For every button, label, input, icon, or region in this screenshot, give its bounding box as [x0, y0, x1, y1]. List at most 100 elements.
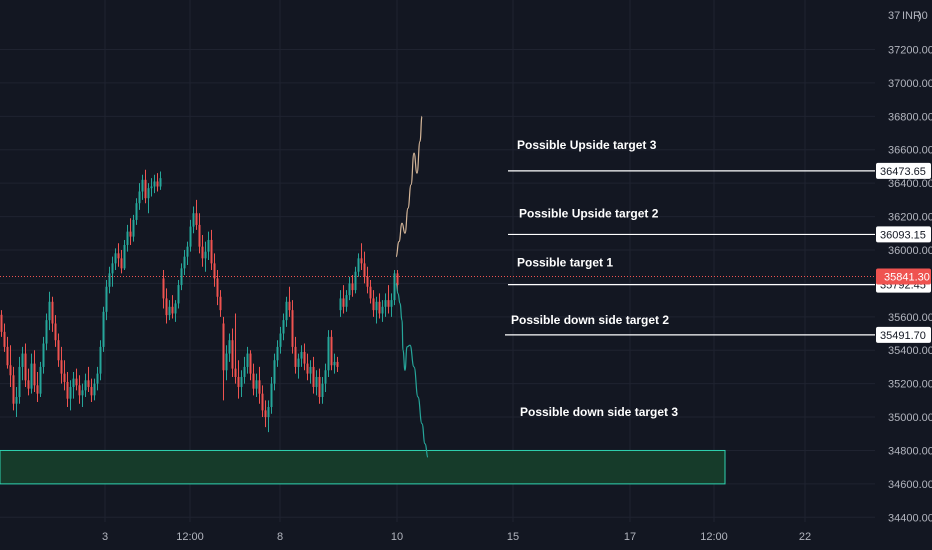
candle-body [21, 353, 24, 367]
projection-up-path[interactable] [395, 115, 423, 258]
candle-body [159, 178, 162, 187]
candle-body [123, 244, 126, 269]
candle-body [162, 278, 165, 299]
candle-body [255, 380, 258, 389]
time-tick-label: 22 [799, 531, 811, 543]
candle-body [324, 370, 327, 384]
candle-body [333, 361, 336, 366]
candle-body [276, 346, 279, 361]
candle-body [264, 410, 267, 418]
candle-body [309, 366, 312, 374]
candle-body [3, 331, 6, 347]
candle-body [198, 224, 201, 247]
candle-body [306, 363, 309, 374]
candle-body [174, 303, 177, 314]
candle-body [114, 253, 117, 264]
candle-body [30, 363, 33, 389]
candle-body [6, 346, 9, 366]
target-label: Possible target 1 [517, 256, 613, 270]
candle-body [60, 360, 63, 374]
last-price-tag: 35841.30 [876, 268, 931, 285]
candle-body [369, 286, 372, 299]
candle-body [180, 268, 183, 286]
candle-body [300, 351, 303, 359]
candle-body [321, 383, 324, 398]
candle-body [273, 360, 276, 384]
candle-body [72, 378, 75, 387]
candle-body [36, 385, 39, 394]
candle-body [294, 346, 297, 367]
candle-body [207, 239, 210, 252]
candle-body [42, 343, 45, 367]
candle-body [342, 298, 345, 307]
candle-body [282, 320, 285, 334]
candle-body [0, 314, 3, 332]
candle-body [357, 258, 360, 272]
candle-body [396, 273, 399, 286]
candle-body [393, 273, 396, 301]
candle-body [18, 366, 21, 398]
candle-body [105, 286, 108, 312]
target-tag-value: 35491.70 [880, 330, 926, 342]
candle-body [339, 298, 342, 311]
candle-body [375, 301, 378, 311]
candle-body [33, 363, 36, 386]
candle-body [285, 301, 288, 321]
candle-body [348, 283, 351, 296]
candle-body [378, 301, 381, 314]
target-tag-bg [876, 162, 931, 179]
target-label: Possible Upside target 3 [517, 138, 657, 152]
candle-body [360, 258, 363, 264]
price-tick-label: 35600.00 [888, 312, 932, 324]
candle-body [144, 179, 147, 199]
candle-body [39, 366, 42, 394]
candle-body [243, 366, 246, 377]
candle-body [390, 300, 393, 307]
price-tick-label: 35400.00 [888, 345, 932, 357]
candle-body [93, 383, 96, 396]
target-tag-value: 36093.15 [880, 229, 926, 241]
price-tick-label: 36200.00 [888, 212, 932, 224]
time-axis[interactable] [0, 522, 875, 550]
candle-body [138, 191, 141, 204]
time-tick-label: 17 [624, 531, 636, 543]
candle-body [288, 301, 291, 311]
demand-zone[interactable] [0, 449, 726, 485]
candle-body [351, 283, 354, 291]
candle-body [258, 380, 261, 394]
price-tick-label: 36000.00 [888, 245, 932, 257]
candle-body [57, 340, 60, 361]
candle-body [153, 181, 156, 187]
candle-body [51, 301, 54, 324]
candle-body [9, 365, 12, 376]
candle-body [231, 340, 234, 369]
candle-body [363, 263, 366, 277]
candle-body [135, 203, 138, 220]
candle-body [270, 383, 273, 408]
projection-down-path[interactable] [395, 282, 429, 458]
candle-body [240, 376, 243, 387]
candle-body [99, 346, 102, 374]
candle-body [63, 373, 66, 382]
candle-body [81, 390, 84, 396]
target-tag-bg [876, 326, 931, 343]
candle-body [261, 393, 264, 411]
currency-header-suffix: )0 [918, 10, 928, 22]
price-tick-label: 35200.00 [888, 379, 932, 391]
candle-body [291, 310, 294, 347]
target-tag-bg [876, 226, 931, 243]
candle-body [216, 278, 219, 297]
candle-body [279, 333, 282, 347]
candle-body [102, 311, 105, 347]
candle-body [141, 179, 144, 192]
candle-body [84, 380, 87, 391]
candle-body [372, 298, 375, 311]
candle-body [129, 231, 132, 237]
candle-body [192, 213, 195, 227]
price-tick-label: 34400.00 [888, 512, 932, 524]
price-tick-label: 36800.00 [888, 111, 932, 123]
candle-body [54, 323, 57, 341]
time-tick-label: 8 [277, 531, 283, 543]
target-label: Possible down side target 2 [511, 313, 669, 327]
